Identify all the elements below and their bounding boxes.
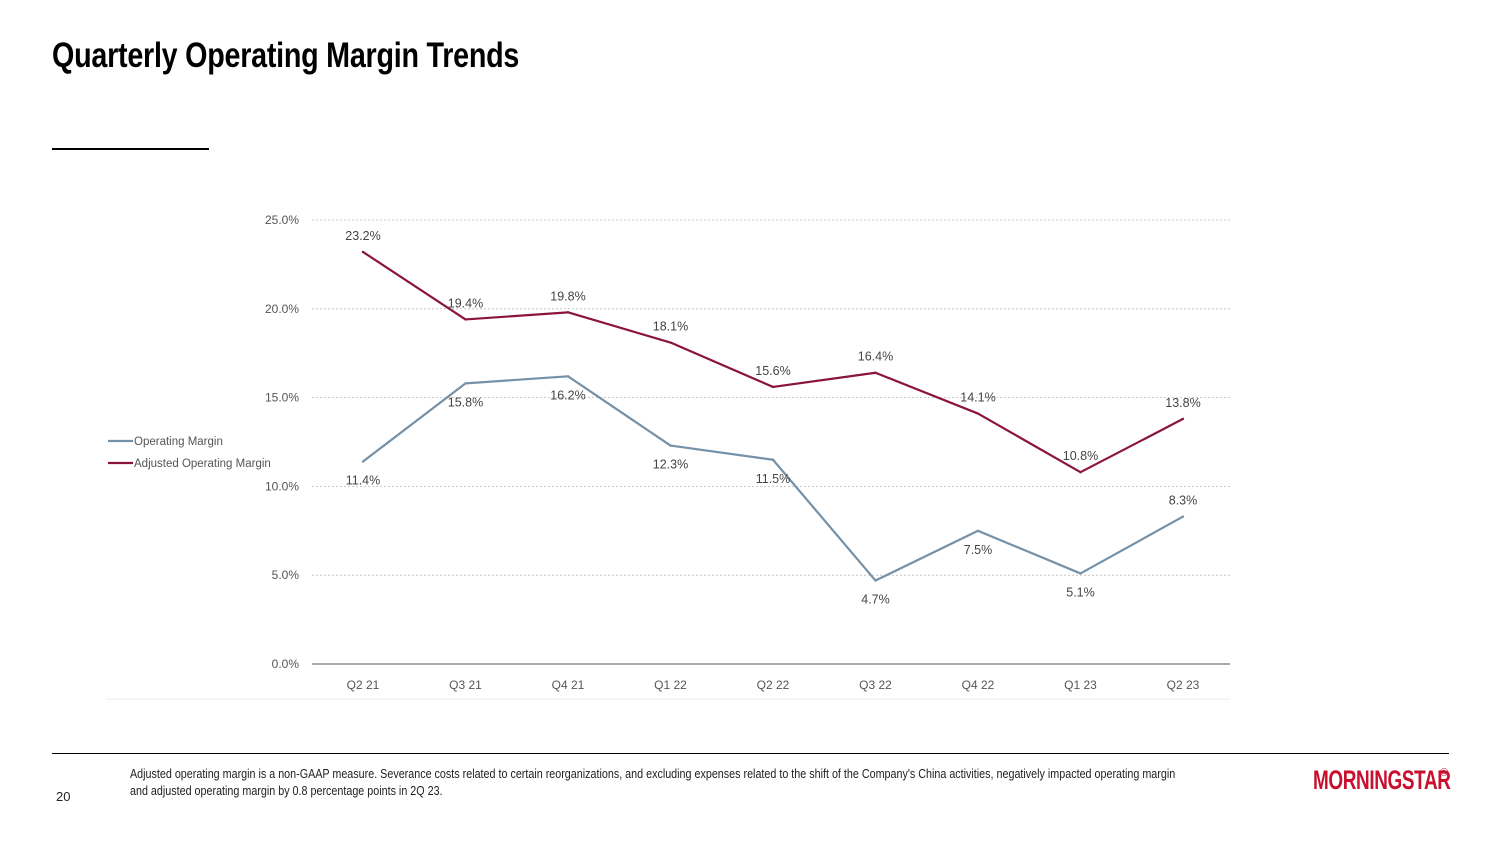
data-point bbox=[1079, 572, 1082, 575]
data-point bbox=[669, 444, 672, 447]
data-point bbox=[464, 318, 467, 321]
data-point bbox=[976, 529, 980, 532]
data-label: 7.5% bbox=[964, 543, 993, 557]
data-label: 14.1% bbox=[960, 391, 995, 405]
data-label: 18.1% bbox=[653, 320, 688, 334]
title-underline bbox=[52, 148, 209, 150]
x-tick-label: Q1 23 bbox=[1064, 678, 1097, 692]
x-tick-label: Q2 23 bbox=[1167, 678, 1200, 692]
y-tick-label: 25.0% bbox=[265, 213, 299, 227]
data-point bbox=[361, 250, 365, 254]
data-label: 19.4% bbox=[448, 296, 483, 310]
data-label: 19.8% bbox=[550, 289, 585, 303]
x-tick-label: Q3 21 bbox=[449, 678, 482, 692]
data-label: 8.3% bbox=[1169, 494, 1198, 508]
adjusted-operating-margin-line bbox=[362, 251, 1184, 474]
legend-label: Adjusted Operating Margin bbox=[134, 458, 271, 470]
registered-mark: ® bbox=[1440, 767, 1449, 779]
y-tick-label: 20.0% bbox=[265, 302, 299, 316]
data-label: 15.6% bbox=[755, 364, 790, 378]
data-label: 23.2% bbox=[345, 229, 380, 243]
data-label: 15.8% bbox=[448, 395, 483, 409]
slide-title: Quarterly Operating Margin Trends bbox=[52, 36, 520, 75]
data-point bbox=[1181, 515, 1185, 518]
morningstar-logo: MORNINGSTAR bbox=[1313, 765, 1451, 795]
y-tick-label: 10.0% bbox=[265, 479, 299, 493]
data-label: 16.2% bbox=[550, 388, 585, 402]
data-point bbox=[361, 460, 365, 463]
data-label: 4.7% bbox=[861, 593, 890, 607]
x-tick-label: Q4 21 bbox=[552, 678, 585, 692]
data-point bbox=[464, 382, 467, 385]
data-point bbox=[874, 371, 877, 374]
data-point bbox=[1181, 417, 1185, 421]
data-label: 11.4% bbox=[346, 474, 381, 488]
y-tick-label: 15.0% bbox=[265, 391, 299, 405]
data-label: 13.8% bbox=[1165, 396, 1200, 410]
x-tick-label: Q4 22 bbox=[962, 678, 995, 692]
data-point bbox=[566, 375, 570, 378]
data-point bbox=[771, 385, 775, 389]
legend-label: Operating Margin bbox=[134, 436, 223, 448]
data-label: 10.8% bbox=[1063, 449, 1098, 463]
footer-divider bbox=[52, 753, 1449, 754]
x-tick-label: Q2 21 bbox=[347, 678, 380, 692]
data-point bbox=[771, 458, 775, 461]
x-tick-label: Q3 22 bbox=[859, 678, 892, 692]
y-tick-label: 5.0% bbox=[272, 568, 300, 582]
data-label: 5.1% bbox=[1066, 585, 1095, 599]
data-point bbox=[976, 412, 980, 415]
x-tick-label: Q1 22 bbox=[654, 678, 687, 692]
y-tick-label: 0.0% bbox=[272, 657, 300, 671]
footnote: Adjusted operating margin is a non-GAAP … bbox=[130, 767, 1176, 798]
data-point bbox=[1079, 470, 1082, 474]
page-number: 20 bbox=[56, 789, 71, 804]
data-label: 11.5% bbox=[756, 472, 791, 486]
data-point bbox=[566, 311, 570, 314]
data-point bbox=[874, 579, 877, 582]
data-label: 16.4% bbox=[858, 350, 893, 364]
data-label: 12.3% bbox=[653, 458, 688, 472]
data-point bbox=[669, 341, 672, 344]
x-tick-label: Q2 22 bbox=[757, 678, 790, 692]
